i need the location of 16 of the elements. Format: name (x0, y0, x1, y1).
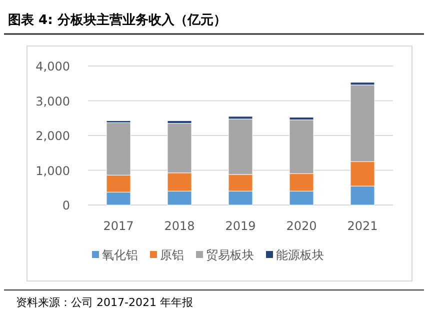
x-tick-label: 2017 (103, 219, 134, 233)
legend-label: 原铝 (160, 248, 184, 262)
y-tick-label: 1,000 (36, 164, 70, 178)
legend-label: 能源板块 (276, 248, 324, 262)
y-tick-label: 4,000 (36, 60, 70, 74)
y-tick-label: 3,000 (36, 94, 70, 108)
text: 资料来源：公司 2017-2021 年年报 (16, 296, 193, 309)
legend-label: 氧化铝 (102, 248, 138, 262)
x-tick-label: 2021 (347, 219, 378, 233)
chart-title: 图表 4: 分板块主营业务收入（亿元） (8, 12, 226, 28)
x-tick-label: 2018 (164, 219, 195, 233)
x-tick-label: 2019 (225, 219, 256, 233)
x-tick-label: 2020 (286, 219, 317, 233)
legend-label: 贸易板块 (206, 248, 254, 262)
y-tick-label: 0 (62, 198, 70, 212)
y-tick-label: 2,000 (36, 129, 70, 143)
